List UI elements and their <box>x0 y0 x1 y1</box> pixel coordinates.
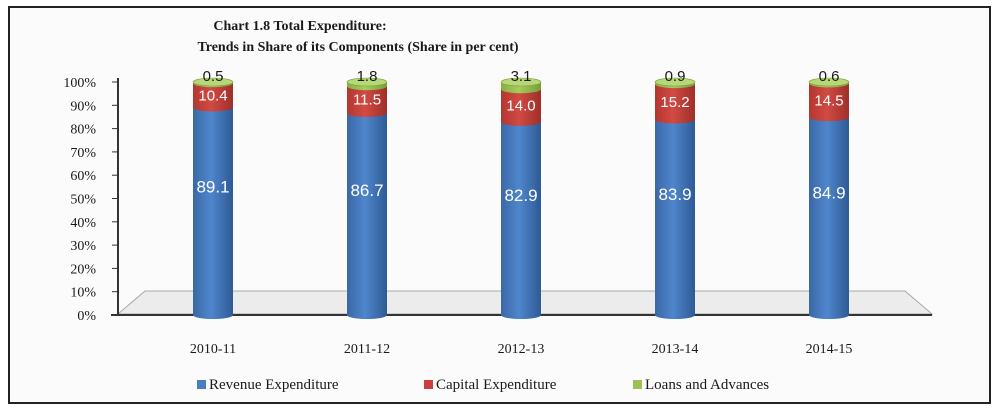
y-tick-label: 90% <box>70 99 96 114</box>
data-label-capital: 14.0 <box>506 98 535 115</box>
x-tick-label: 2011-12 <box>344 342 390 357</box>
data-label-revenue: 86.7 <box>350 181 383 200</box>
legend-label-capital: Capital Expenditure <box>436 377 557 393</box>
bar-segment-capital <box>193 83 233 112</box>
y-tick-label: 30% <box>70 239 96 254</box>
data-label-loans: 0.6 <box>819 68 840 85</box>
y-tick-label: 40% <box>70 216 96 231</box>
data-label-capital: 15.2 <box>660 94 689 111</box>
y-tick-label: 20% <box>70 262 96 277</box>
bar-top-cap <box>500 77 542 87</box>
bar-top-cap <box>808 77 850 87</box>
legend: Revenue Expenditure Capital Expenditure … <box>197 377 769 393</box>
data-label-revenue: 89.1 <box>196 177 229 196</box>
x-axis-labels: 2010-11 2011-12 2012-13 2013-14 2014-15 <box>190 342 852 357</box>
data-label-loans: 0.5 <box>203 68 224 85</box>
bar-segment-revenue <box>501 121 541 319</box>
y-tick-label: 100% <box>63 76 96 91</box>
data-label-revenue: 82.9 <box>504 186 537 205</box>
bar-top-cap <box>192 77 234 87</box>
y-tick-label: 60% <box>70 169 96 184</box>
data-label-capital: 11.5 <box>353 92 381 109</box>
y-tick-label: 50% <box>70 193 96 208</box>
legend-swatch-revenue <box>197 380 206 389</box>
chart-subtitle: Trends in Share of its Components (Share… <box>197 40 518 55</box>
legend-label-revenue: Revenue Expenditure <box>209 377 339 393</box>
x-tick-label: 2014-15 <box>806 342 853 357</box>
bar-segment-revenue <box>809 117 849 319</box>
data-label-capital: 10.4 <box>198 87 227 104</box>
data-label-loans: 3.1 <box>511 68 532 85</box>
data-label-revenue: 84.9 <box>812 183 845 202</box>
bar-segment-capital <box>501 89 541 126</box>
y-tick-label: 70% <box>70 146 96 161</box>
bar-segment-capital <box>655 84 695 124</box>
y-tick-label: 80% <box>70 123 96 138</box>
x-tick-label: 2012-13 <box>498 342 545 357</box>
x-tick-label: 2010-11 <box>190 342 236 357</box>
data-label-capital: 14.5 <box>814 92 843 109</box>
legend-swatch-capital <box>424 380 433 389</box>
y-tick-label: 0% <box>77 309 96 324</box>
data-label-revenue: 83.9 <box>658 185 691 204</box>
bar-top-cap <box>654 77 696 87</box>
bar-top-cap <box>346 77 388 87</box>
legend-label-loans: Loans and Advances <box>645 377 769 393</box>
data-label-loans: 0.9 <box>665 68 686 85</box>
legend-swatch-loans <box>633 380 642 389</box>
data-label-loans: 1.8 <box>357 68 378 85</box>
bars: 89.1 10.4 0.5 86.7 11.5 1.8 82.9 14.0 3.1 83.9 15.… <box>192 68 850 319</box>
y-tick-label: 10% <box>70 286 96 301</box>
y-axis-ticks: 0% 10% 20% 30% 40% 50% 60% 70% 80% 90% 100% <box>63 76 118 324</box>
x-tick-label: 2013-14 <box>652 342 699 357</box>
bar-segment-revenue <box>347 112 387 319</box>
bar-segment-revenue <box>655 119 695 319</box>
bar-segment-revenue <box>193 107 233 319</box>
bar-segment-capital <box>809 83 849 122</box>
chart-title: Chart 1.8 Total Expenditure: <box>213 19 386 34</box>
bar-segment-capital <box>347 86 387 117</box>
